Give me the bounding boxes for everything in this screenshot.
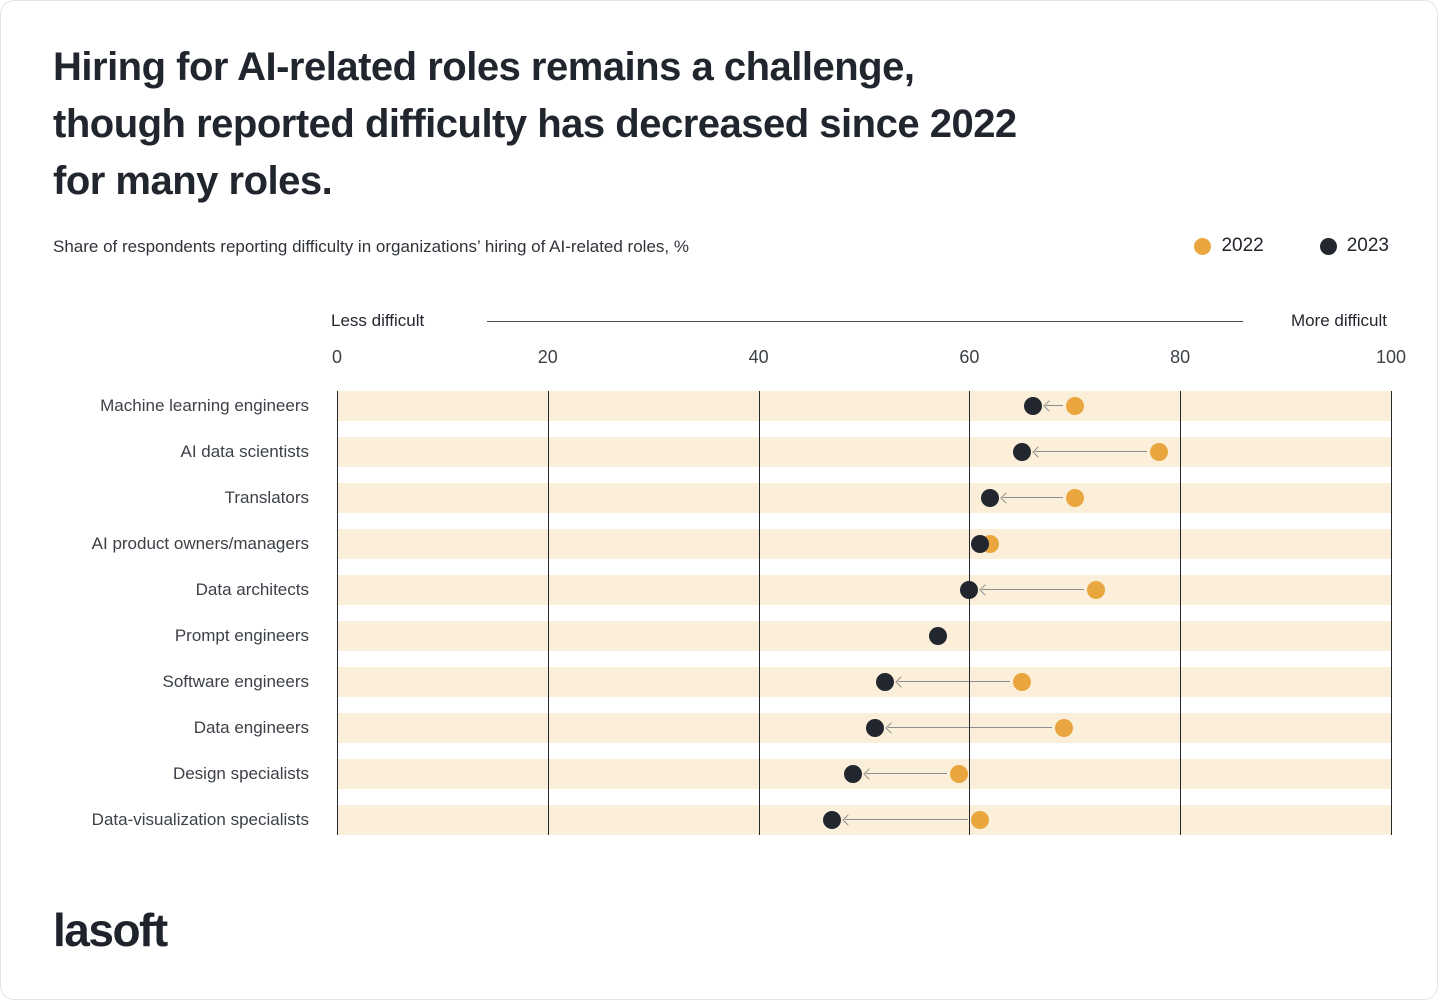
row-band-2	[337, 437, 1391, 467]
gridline-60	[969, 391, 971, 835]
row-label-2: AI data scientists	[180, 442, 309, 461]
dot-2023-2	[1013, 443, 1032, 461]
dot-2022-2	[1150, 443, 1169, 461]
dot-2022-9	[949, 765, 968, 783]
dot-2023-7	[876, 673, 895, 691]
change-arrow-3	[1003, 497, 1063, 499]
change-arrow-5	[982, 589, 1084, 591]
row-label-10: Data-visualization specialists	[91, 810, 309, 829]
gridline-80	[1180, 391, 1182, 835]
row-label-5: Data architects	[195, 580, 309, 599]
change-arrow-10	[845, 819, 968, 821]
tick-label-80: 80	[1170, 347, 1191, 367]
dot-2022-1	[1065, 397, 1084, 415]
dot-2022-8	[1055, 719, 1074, 737]
legend: 2022 2023	[1194, 235, 1389, 257]
tick-label-20: 20	[537, 347, 558, 367]
gridline-0	[337, 391, 338, 835]
axis-line	[487, 321, 1243, 322]
gridline-40	[758, 391, 760, 835]
tick-label-40: 40	[748, 347, 769, 367]
dot-2023-10	[823, 811, 842, 829]
change-arrow-2	[1035, 451, 1148, 453]
row-label-9: Design specialists	[172, 764, 309, 783]
axis-label-more-difficult: More difficult	[1290, 311, 1387, 330]
legend-item-2023: 2023	[1319, 235, 1389, 257]
row-band-9	[337, 759, 1391, 789]
change-arrow-7	[898, 681, 1011, 683]
dot-2023-9	[844, 765, 863, 783]
row-band-1	[337, 391, 1391, 421]
row-label-7: Software engineers	[162, 672, 309, 691]
row-band-8	[337, 713, 1391, 743]
change-arrow-9	[866, 773, 947, 775]
row-label-3: Translators	[224, 488, 309, 507]
legend-dot-2023	[1319, 237, 1337, 255]
page-title: Hiring for AI-related roles remains a ch…	[53, 45, 1017, 203]
dot-2023-6	[928, 627, 947, 645]
dot-2023-8	[865, 719, 884, 737]
legend-item-2022: 2022	[1194, 235, 1264, 257]
row-label-6: Prompt engineers	[174, 626, 309, 645]
dot-2022-7	[1013, 673, 1032, 691]
tick-label-100: 100	[1375, 347, 1407, 367]
dot-2023-1	[1023, 397, 1042, 415]
chart-subtitle: Share of respondents reporting difficult…	[53, 237, 689, 256]
row-band-4	[337, 529, 1391, 559]
legend-dot-2022	[1194, 237, 1212, 255]
change-arrow-1	[1045, 405, 1063, 407]
gridline-20	[547, 391, 549, 835]
dot-2023-4	[970, 535, 989, 553]
row-band-7	[337, 667, 1391, 697]
row-band-5	[337, 575, 1391, 605]
lasoft-logo: lasoft	[53, 904, 168, 956]
row-band-3	[337, 483, 1391, 513]
dot-2022-3	[1065, 489, 1084, 507]
legend-label-2023: 2023	[1346, 235, 1389, 256]
row-label-8: Data engineers	[193, 718, 309, 737]
row-label-1: Machine learning engineers	[100, 396, 309, 415]
legend-label-2022: 2022	[1221, 235, 1264, 256]
dot-2022-5	[1086, 581, 1105, 599]
axis-label-less-difficult: Less difficult	[331, 311, 425, 330]
tick-label-0: 0	[331, 347, 343, 367]
row-label-4: AI product owners/managers	[91, 534, 309, 553]
gridline-100	[1391, 391, 1392, 835]
tick-label-60: 60	[959, 347, 980, 367]
row-band-6	[337, 621, 1391, 651]
dot-2023-3	[981, 489, 1000, 507]
dot-2022-10	[970, 811, 989, 829]
